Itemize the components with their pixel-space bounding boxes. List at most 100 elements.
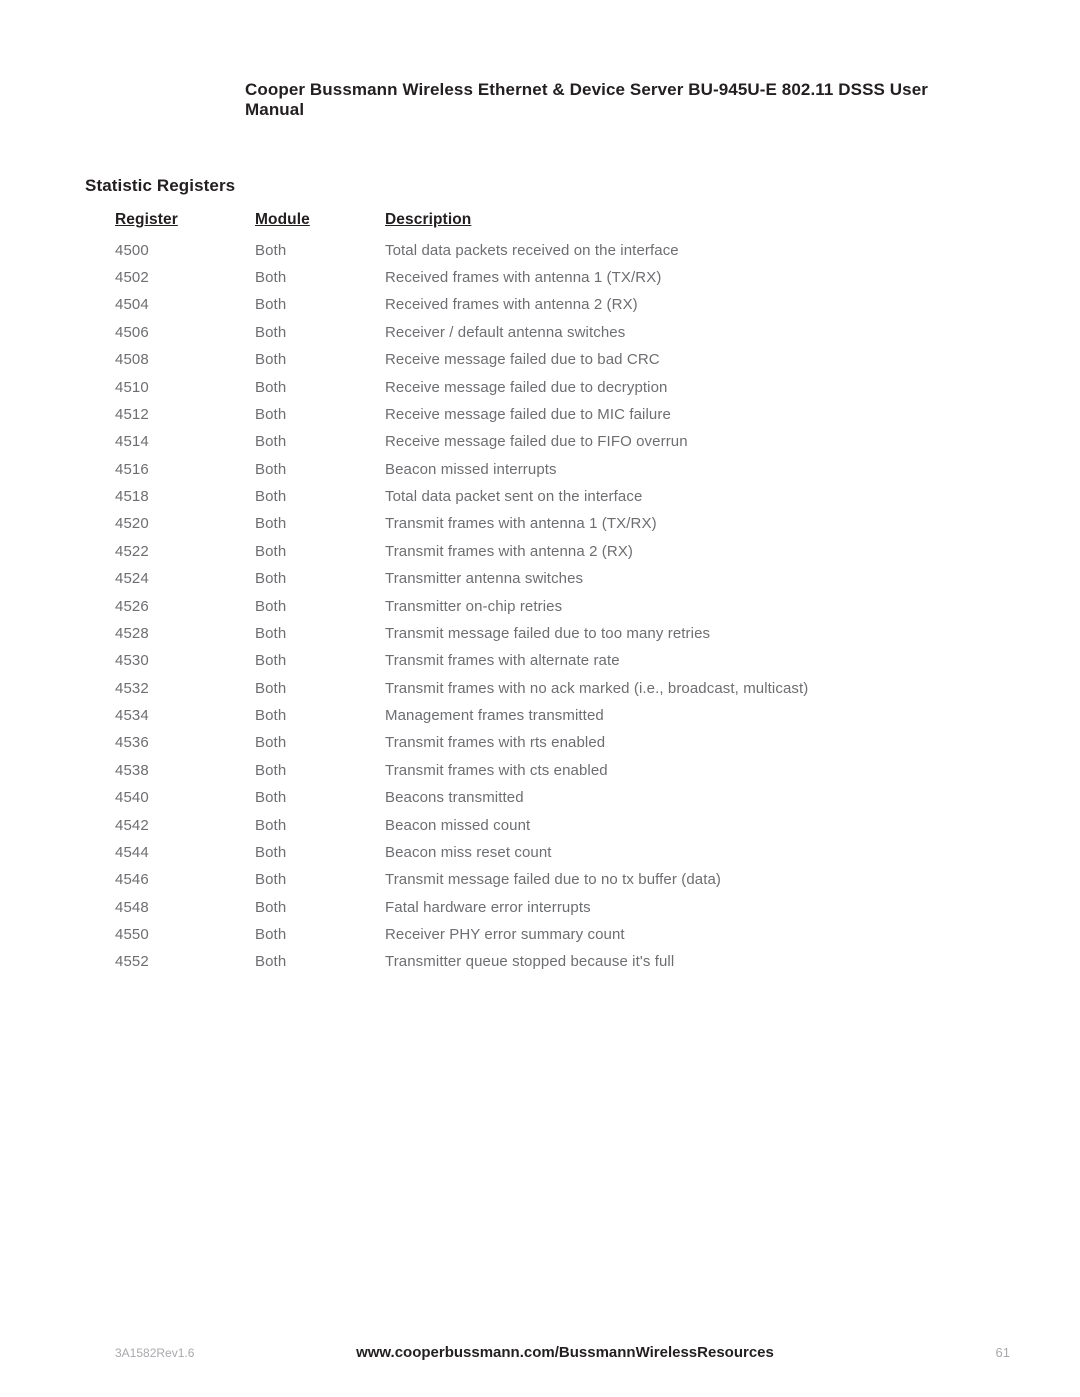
cell-register: 4528 bbox=[115, 620, 255, 647]
cell-module: Both bbox=[255, 948, 385, 975]
cell-description: Beacon missed count bbox=[385, 811, 965, 838]
cell-module: Both bbox=[255, 647, 385, 674]
cell-register: 4520 bbox=[115, 510, 255, 537]
cell-register: 4532 bbox=[115, 675, 255, 702]
column-header-register: Register bbox=[115, 206, 255, 237]
cell-description: Receiver / default antenna switches bbox=[385, 319, 965, 346]
cell-module: Both bbox=[255, 592, 385, 619]
table-row: 4504 Both Received frames with antenna 2… bbox=[115, 291, 965, 318]
table-row: 4544 Both Beacon miss reset count bbox=[115, 839, 965, 866]
cell-description: Transmit frames with antenna 2 (RX) bbox=[385, 538, 965, 565]
cell-register: 4538 bbox=[115, 757, 255, 784]
cell-module: Both bbox=[255, 811, 385, 838]
cell-module: Both bbox=[255, 319, 385, 346]
table-row: 4508 Both Receive message failed due to … bbox=[115, 346, 965, 373]
table-row: 4538 Both Transmit frames with cts enabl… bbox=[115, 757, 965, 784]
cell-description: Total data packet sent on the interface bbox=[385, 483, 965, 510]
cell-register: 4548 bbox=[115, 894, 255, 921]
cell-module: Both bbox=[255, 702, 385, 729]
cell-module: Both bbox=[255, 291, 385, 318]
cell-register: 4524 bbox=[115, 565, 255, 592]
column-header-module: Module bbox=[255, 206, 385, 237]
cell-module: Both bbox=[255, 401, 385, 428]
cell-register: 4518 bbox=[115, 483, 255, 510]
cell-description: Received frames with antenna 1 (TX/RX) bbox=[385, 264, 965, 291]
column-header-description: Description bbox=[385, 206, 965, 237]
table-row: 4528 Both Transmit message failed due to… bbox=[115, 620, 965, 647]
cell-register: 4506 bbox=[115, 319, 255, 346]
cell-register: 4536 bbox=[115, 729, 255, 756]
cell-description: Fatal hardware error interrupts bbox=[385, 894, 965, 921]
cell-description: Receive message failed due to FIFO overr… bbox=[385, 428, 965, 455]
cell-register: 4500 bbox=[115, 237, 255, 264]
section-title: Statistic Registers bbox=[85, 176, 965, 196]
cell-description: Receive message failed due to decryption bbox=[385, 373, 965, 400]
cell-description: Receiver PHY error summary count bbox=[385, 921, 965, 948]
cell-register: 4502 bbox=[115, 264, 255, 291]
table-row: 4530 Both Transmit frames with alternate… bbox=[115, 647, 965, 674]
table-row: 4518 Both Total data packet sent on the … bbox=[115, 483, 965, 510]
cell-module: Both bbox=[255, 346, 385, 373]
cell-module: Both bbox=[255, 729, 385, 756]
table-row: 4552 Both Transmitter queue stopped beca… bbox=[115, 948, 965, 975]
cell-module: Both bbox=[255, 373, 385, 400]
cell-register: 4504 bbox=[115, 291, 255, 318]
table-row: 4522 Both Transmit frames with antenna 2… bbox=[115, 538, 965, 565]
cell-register: 4522 bbox=[115, 538, 255, 565]
cell-module: Both bbox=[255, 565, 385, 592]
cell-module: Both bbox=[255, 538, 385, 565]
cell-description: Transmit frames with cts enabled bbox=[385, 757, 965, 784]
table-row: 4524 Both Transmitter antenna switches bbox=[115, 565, 965, 592]
cell-description: Transmit frames with antenna 1 (TX/RX) bbox=[385, 510, 965, 537]
table-row: 4532 Both Transmit frames with no ack ma… bbox=[115, 675, 965, 702]
table-row: 4502 Both Received frames with antenna 1… bbox=[115, 264, 965, 291]
page-header-title: Cooper Bussmann Wireless Ethernet & Devi… bbox=[245, 80, 965, 120]
table-row: 4546 Both Transmit message failed due to… bbox=[115, 866, 965, 893]
cell-module: Both bbox=[255, 866, 385, 893]
cell-module: Both bbox=[255, 456, 385, 483]
cell-module: Both bbox=[255, 921, 385, 948]
statistic-registers-table: Register Module Description 4500 Both To… bbox=[115, 206, 965, 976]
cell-module: Both bbox=[255, 510, 385, 537]
table-row: 4548 Both Fatal hardware error interrupt… bbox=[115, 894, 965, 921]
cell-register: 4550 bbox=[115, 921, 255, 948]
cell-description: Transmit frames with rts enabled bbox=[385, 729, 965, 756]
table-row: 4540 Both Beacons transmitted bbox=[115, 784, 965, 811]
cell-description: Beacon missed interrupts bbox=[385, 456, 965, 483]
cell-register: 4530 bbox=[115, 647, 255, 674]
table-row: 4550 Both Receiver PHY error summary cou… bbox=[115, 921, 965, 948]
cell-module: Both bbox=[255, 675, 385, 702]
cell-register: 4542 bbox=[115, 811, 255, 838]
cell-register: 4514 bbox=[115, 428, 255, 455]
cell-register: 4510 bbox=[115, 373, 255, 400]
cell-register: 4516 bbox=[115, 456, 255, 483]
cell-module: Both bbox=[255, 839, 385, 866]
footer-page-number: 61 bbox=[996, 1345, 1010, 1360]
table-row: 4520 Both Transmit frames with antenna 1… bbox=[115, 510, 965, 537]
table-row: 4510 Both Receive message failed due to … bbox=[115, 373, 965, 400]
cell-description: Beacons transmitted bbox=[385, 784, 965, 811]
table-header-row: Register Module Description bbox=[115, 206, 965, 237]
cell-register: 4544 bbox=[115, 839, 255, 866]
cell-description: Received frames with antenna 2 (RX) bbox=[385, 291, 965, 318]
table-row: 4506 Both Receiver / default antenna swi… bbox=[115, 319, 965, 346]
cell-module: Both bbox=[255, 264, 385, 291]
cell-module: Both bbox=[255, 757, 385, 784]
cell-register: 4546 bbox=[115, 866, 255, 893]
cell-module: Both bbox=[255, 428, 385, 455]
cell-register: 4534 bbox=[115, 702, 255, 729]
footer-url: www.cooperbussmann.com/BussmannWirelessR… bbox=[356, 1344, 774, 1361]
cell-description: Beacon miss reset count bbox=[385, 839, 965, 866]
cell-register: 4512 bbox=[115, 401, 255, 428]
cell-description: Transmitter antenna switches bbox=[385, 565, 965, 592]
table-row: 4526 Both Transmitter on-chip retries bbox=[115, 592, 965, 619]
cell-module: Both bbox=[255, 784, 385, 811]
cell-description: Management frames transmitted bbox=[385, 702, 965, 729]
table-row: 4542 Both Beacon missed count bbox=[115, 811, 965, 838]
cell-description: Transmit message failed due to no tx buf… bbox=[385, 866, 965, 893]
cell-register: 4540 bbox=[115, 784, 255, 811]
page-footer: 3A1582Rev1.6 www.cooperbussmann.com/Buss… bbox=[0, 1344, 1080, 1361]
footer-revision: 3A1582Rev1.6 bbox=[115, 1346, 194, 1360]
cell-description: Transmit frames with no ack marked (i.e.… bbox=[385, 675, 965, 702]
cell-register: 4508 bbox=[115, 346, 255, 373]
